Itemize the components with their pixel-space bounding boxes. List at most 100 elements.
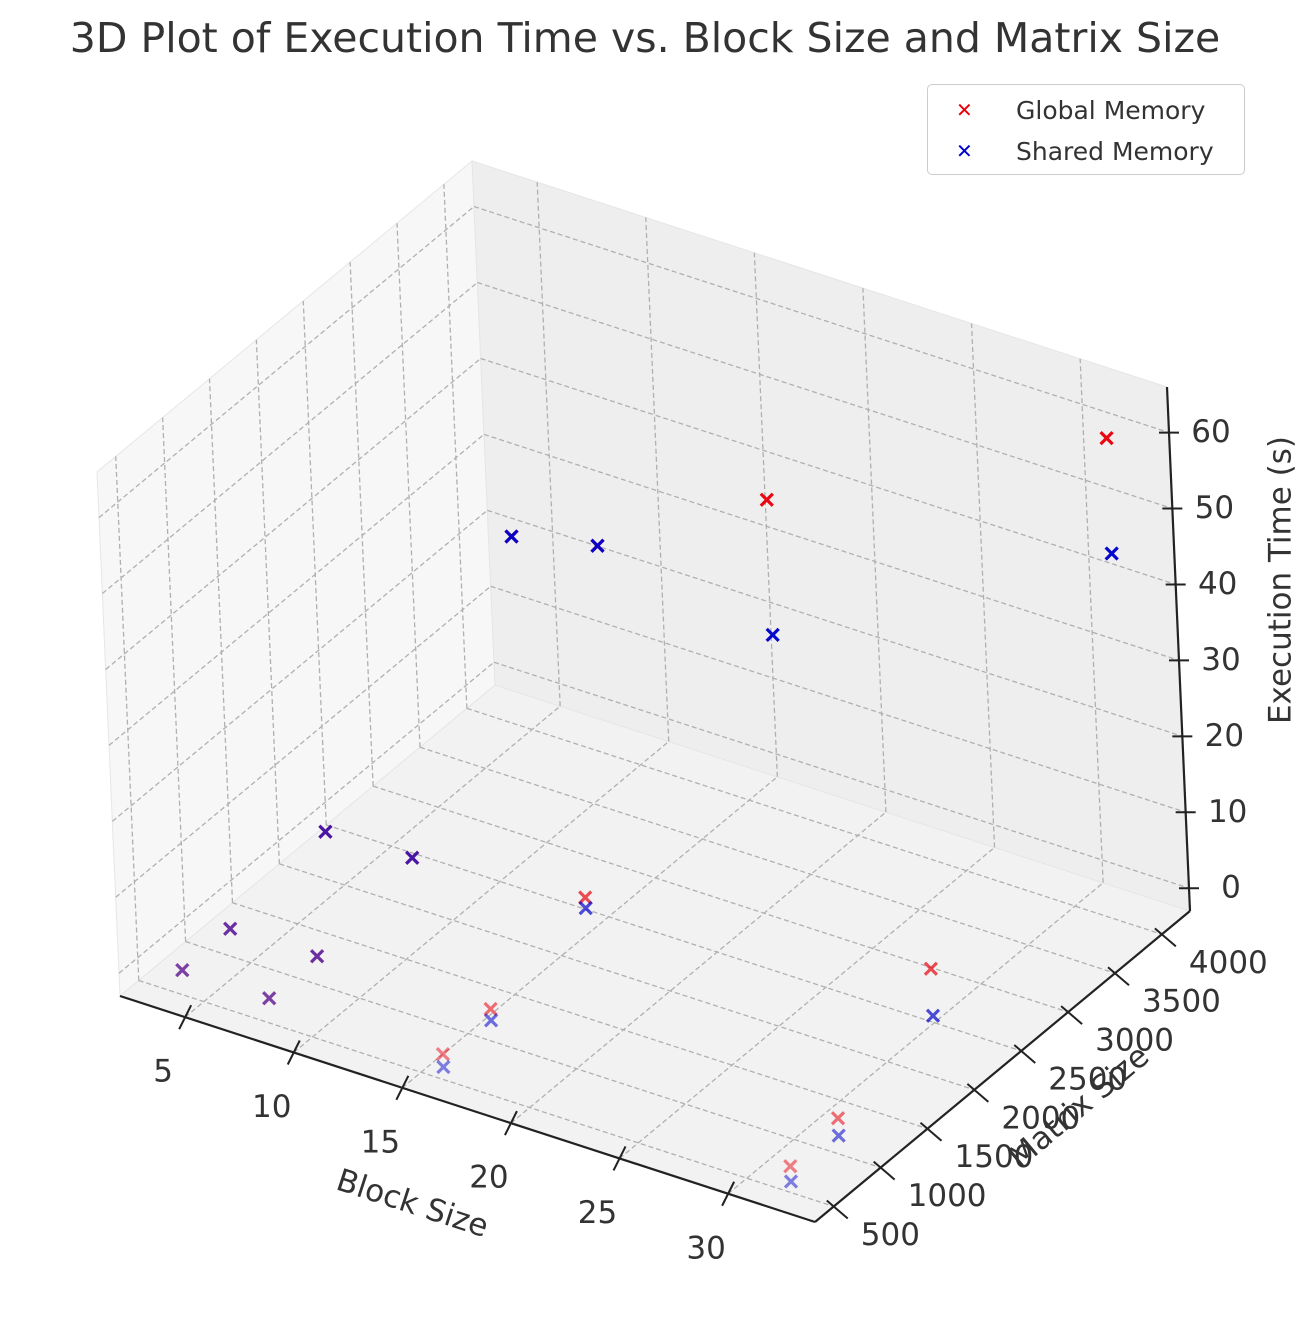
marker-stroke <box>1099 430 1114 446</box>
grid-line-x-floor <box>293 740 670 1054</box>
data-points <box>175 430 1119 1189</box>
grid-lines <box>98 182 1190 1208</box>
data-point-shared <box>223 921 238 936</box>
x-tick-label: 15 <box>361 1124 400 1160</box>
data-point-global <box>262 991 277 1006</box>
data-point-shared <box>504 529 519 544</box>
z-tick-label: 0 <box>1221 870 1241 906</box>
x-axis-line <box>119 994 816 1224</box>
y-tick-label: 500 <box>861 1217 920 1253</box>
grid-line-y-floor <box>372 785 1069 1013</box>
data-point-shared <box>483 1013 499 1028</box>
y-tick-label: 2500 <box>1048 1061 1127 1097</box>
data-point-shared <box>925 1008 941 1023</box>
y-tick <box>826 1199 849 1220</box>
marker-stroke <box>435 1046 451 1062</box>
marker-stroke <box>831 1128 846 1143</box>
x-tick <box>395 1075 410 1101</box>
x-tick <box>612 1145 627 1171</box>
x-tick-label: 5 <box>153 1054 173 1090</box>
grid-line-z-left <box>115 585 492 898</box>
y-tick <box>919 1121 943 1142</box>
y-tick-label: 4000 <box>1189 945 1268 981</box>
x-tick <box>504 1110 518 1136</box>
marker-stroke <box>175 962 190 978</box>
marker-stroke <box>504 529 519 544</box>
marker-stroke <box>578 900 593 916</box>
grid-line-y-floor <box>138 979 834 1208</box>
grid-line-z-back <box>487 509 1183 737</box>
y-tick <box>1060 1005 1083 1025</box>
grid-line-y-floor <box>326 824 1022 1052</box>
marker-stroke <box>223 921 238 936</box>
data-point-shared <box>578 900 593 916</box>
z-tick-label: 30 <box>1201 642 1240 678</box>
x-tick-label: 10 <box>252 1089 291 1125</box>
y-tick-label: 2000 <box>1001 1100 1080 1136</box>
z-tick-label: 50 <box>1195 490 1234 526</box>
legend: ✕ Global Memory ✕ Shared Memory <box>927 84 1245 175</box>
marker-stroke <box>783 1159 798 1174</box>
legend-marker-x-icon: ✕ <box>956 139 973 163</box>
y-tick <box>1154 927 1177 948</box>
grid-line-z-back <box>483 433 1180 662</box>
marker-stroke <box>405 850 420 865</box>
data-point-global <box>783 1159 798 1174</box>
legend-label: Shared Memory <box>1016 137 1214 166</box>
y-tick-label: 3500 <box>1142 984 1221 1020</box>
y-tick <box>966 1083 990 1103</box>
data-point-global <box>175 962 190 978</box>
y-tick-label: 3000 <box>1095 1023 1174 1059</box>
z-tick-label: 20 <box>1205 718 1244 754</box>
axis-lines <box>119 386 1192 1224</box>
grid-line-y-floor <box>466 707 1163 935</box>
grid-line-x-floor <box>510 811 887 1124</box>
x-tick-label: 30 <box>686 1230 725 1266</box>
grid-line-z-back <box>490 585 1186 813</box>
grid-line-x-floor <box>727 882 1104 1195</box>
chart-title: 3D Plot of Execution Time vs. Block Size… <box>69 14 1221 62</box>
grid-line-z-left <box>98 206 475 519</box>
grid-line-z-left <box>108 433 485 746</box>
marker-stroke <box>590 538 605 553</box>
x-tick <box>178 1004 193 1030</box>
x-tick-label: 20 <box>469 1160 508 1196</box>
z-tick-label: 60 <box>1191 414 1230 450</box>
data-point-shared <box>318 824 333 839</box>
legend-item-shared-memory[interactable]: ✕ Shared Memory <box>928 136 1244 166</box>
marker-stroke <box>262 991 277 1006</box>
data-point-global <box>1099 430 1114 446</box>
grid-line-z-back <box>473 205 1170 434</box>
marker-stroke <box>765 627 780 643</box>
marker-stroke <box>262 991 277 1006</box>
x-tick-label: 25 <box>578 1195 617 1231</box>
legend-item-global-memory[interactable]: ✕ Global Memory <box>928 95 1244 125</box>
z-tick-label: 10 <box>1208 794 1247 830</box>
grid-line-x-floor <box>401 776 778 1089</box>
grid-line-y-floor <box>279 863 975 1091</box>
marker-stroke <box>435 1046 451 1062</box>
grid-line-z-left <box>105 357 482 670</box>
grid-line-z-back <box>493 661 1190 889</box>
y-tick-label: 1000 <box>908 1178 987 1214</box>
legend-marker-x-icon: ✕ <box>956 98 973 122</box>
data-point-shared <box>590 538 605 553</box>
grid-line-z-left <box>118 661 495 974</box>
y-tick <box>1107 966 1130 986</box>
data-point-global <box>483 1001 498 1017</box>
z-tick-label: 40 <box>1198 566 1237 602</box>
grid-line-x-floor <box>184 705 561 1018</box>
data-point-shared <box>405 850 420 865</box>
marker-stroke <box>318 824 333 839</box>
grid-line-z-back <box>477 281 1173 510</box>
grid-line-x-floor <box>619 846 995 1159</box>
marker-stroke <box>483 1013 499 1028</box>
grid-line-z-back <box>480 357 1176 586</box>
data-point-shared <box>783 1174 799 1189</box>
marker-stroke <box>759 492 774 507</box>
data-point-shared <box>765 627 780 643</box>
marker-stroke <box>436 1059 451 1075</box>
legend-label: Global Memory <box>1016 96 1206 125</box>
